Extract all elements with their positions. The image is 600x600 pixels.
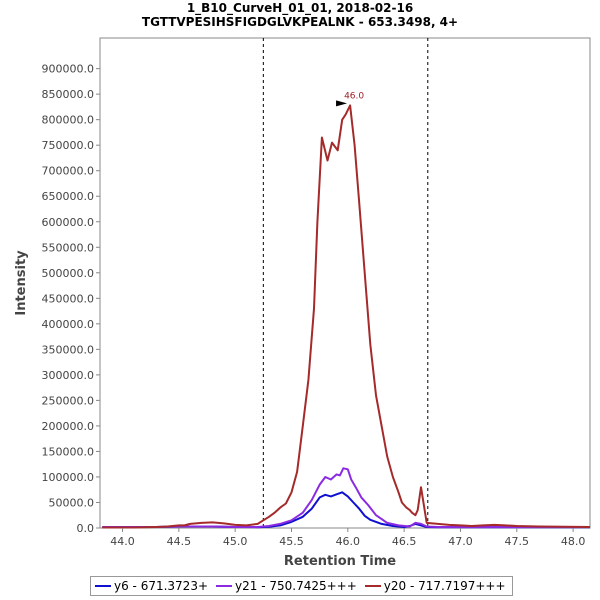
y-tick-label: 850000.0	[42, 88, 95, 101]
peak-label: 46.0	[344, 91, 364, 101]
y-tick-label: 900000.0	[42, 63, 95, 76]
legend-swatch	[216, 585, 233, 587]
legend-label: y20 - 717.7197+++	[383, 579, 506, 593]
series-line-y20	[102, 104, 591, 529]
y-tick-label: 100000.0	[42, 471, 95, 484]
y-tick-label: 700000.0	[42, 165, 95, 178]
legend-swatch	[95, 585, 111, 587]
x-tick-label: 44.0	[110, 535, 135, 548]
x-tick-label: 44.5	[167, 535, 192, 548]
y-axis-ticks: 0.0 50000.0 100000.0 150000.0 200000.0 250000…	[42, 63, 100, 535]
x-tick-label: 48.0	[561, 535, 586, 548]
series-layer	[102, 104, 591, 529]
peak-arrow-icon	[336, 100, 348, 107]
y-tick-label: 0.0	[77, 522, 95, 535]
y-tick-label: 300000.0	[42, 369, 95, 382]
integration-bounds	[262, 38, 429, 528]
legend-label: y6 - 671.3723+	[114, 579, 209, 593]
y-tick-label: 600000.0	[42, 216, 95, 229]
y-tick-label: 350000.0	[42, 343, 95, 356]
legend: y6 - 671.3723+ y21 - 750.7425+++ y20 - 717…	[90, 576, 513, 596]
y-tick-label: 200000.0	[42, 420, 95, 433]
legend-label: y21 - 750.7425+++	[235, 579, 357, 593]
chart-subtitle: TGTTVPESIHSFIGDGLVKPEALNK - 653.3498, 4+	[142, 15, 458, 29]
chart-title: 1_B10_CurveH_01_01, 2018-02-16	[187, 1, 413, 16]
x-tick-label: 47.5	[505, 535, 530, 548]
legend-swatch	[364, 585, 381, 587]
x-tick-label: 47.0	[448, 535, 473, 548]
x-tick-label: 46.5	[392, 535, 417, 548]
x-axis-ticks: 44.0 44.5 45.0 45.5 46.0 46.5 47.0 47.5 48.0	[110, 528, 585, 548]
y-tick-label: 550000.0	[42, 241, 95, 254]
x-axis-label: Retention Time	[284, 554, 396, 569]
x-tick-label: 46.0	[336, 535, 361, 548]
legend-item: y21 - 750.7425+++	[216, 579, 357, 593]
legend-item: y20 - 717.7197+++	[364, 579, 506, 593]
y-tick-label: 400000.0	[42, 318, 95, 331]
y-tick-label: 150000.0	[42, 445, 95, 458]
legend-item: y6 - 671.3723+	[95, 579, 208, 593]
y-axis-label: Intensity	[14, 250, 29, 316]
y-tick-label: 50000.0	[49, 496, 95, 509]
y-tick-label: 250000.0	[42, 394, 95, 407]
y-tick-label: 500000.0	[42, 267, 95, 280]
y-tick-label: 650000.0	[42, 190, 95, 203]
plot-area	[99, 37, 591, 529]
x-tick-label: 45.5	[279, 535, 304, 548]
y-tick-label: 750000.0	[42, 139, 95, 152]
x-tick-label: 45.0	[223, 535, 248, 548]
y-tick-label: 800000.0	[42, 114, 95, 127]
series-line-y21	[102, 467, 590, 528]
peak-annotation: 46.0	[336, 91, 364, 107]
y-tick-label: 450000.0	[42, 292, 95, 305]
